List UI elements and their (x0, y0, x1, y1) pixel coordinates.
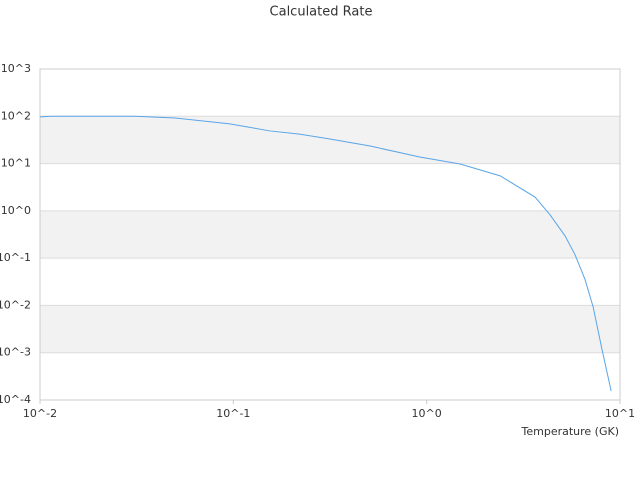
x-tick-label: 10^1 (605, 407, 635, 420)
y-tick-label: 10^3 (1, 62, 31, 75)
y-tick-label: 10^-4 (0, 393, 31, 406)
y-tick-label: 10^-2 (0, 298, 31, 311)
x-tick-label: 10^-1 (216, 407, 250, 420)
x-tick-label: 10^0 (412, 407, 442, 420)
y-tick-label: 10^-3 (0, 346, 31, 359)
y-tick-label: 10^2 (1, 109, 31, 122)
chart-title: Calculated Rate (270, 5, 373, 20)
plot-border (39, 68, 621, 401)
x-axis-label: Temperature (GK) (521, 425, 620, 438)
grid-band (40, 210, 620, 259)
y-tick-label: 10^-1 (0, 251, 31, 264)
data-line (39, 115, 612, 392)
grid-band (40, 116, 620, 164)
x-tick-label: 10^-2 (23, 407, 57, 420)
y-tick-label: 10^0 (1, 204, 31, 217)
y-tick-label: 10^1 (1, 157, 31, 170)
grid-band (40, 305, 620, 353)
